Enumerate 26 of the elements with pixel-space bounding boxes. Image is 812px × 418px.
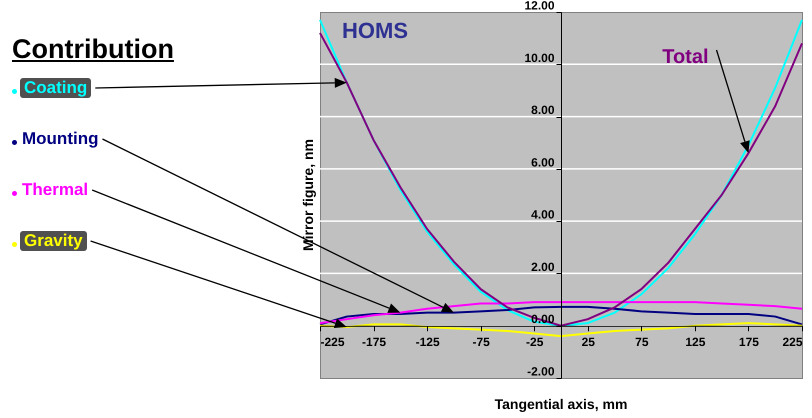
y-tick-label: -2.00 xyxy=(527,364,555,378)
x-tick-label: 175 xyxy=(738,335,760,350)
y-tick-label: 10.00 xyxy=(524,50,555,65)
y-tick-label: 8.00 xyxy=(531,103,555,118)
x-axis-title: Tangential axis, mm xyxy=(494,396,628,412)
x-tick-label: -75 xyxy=(472,335,490,350)
legend-label: Mounting xyxy=(22,129,98,149)
legend-title: Contribution xyxy=(12,34,174,65)
text: Total xyxy=(662,46,709,69)
x-tick-label: 125 xyxy=(685,335,706,350)
legend-label: Thermal xyxy=(22,180,88,200)
y-tick-label: 6.00 xyxy=(531,155,555,170)
x-tick-label: 75 xyxy=(635,335,649,350)
x-tick-label: -25 xyxy=(526,335,544,350)
x-tick-label: -175 xyxy=(362,335,386,350)
y-tick-label: 2.00 xyxy=(531,260,555,274)
legend-label: Coating xyxy=(20,78,92,98)
x-tick-label: -225 xyxy=(320,335,345,350)
x-tick-label: 25 xyxy=(582,335,596,350)
y-tick-label: 12.00 xyxy=(524,0,555,12)
x-tick-label: -125 xyxy=(416,335,440,350)
x-tick-label: 225 xyxy=(782,335,803,350)
y-tick-label: 4.00 xyxy=(531,208,555,222)
chart-title: HOMS xyxy=(342,18,408,44)
legend-label: Gravity xyxy=(20,231,87,251)
y-axis-title: Mirror figure, nm xyxy=(300,138,316,252)
